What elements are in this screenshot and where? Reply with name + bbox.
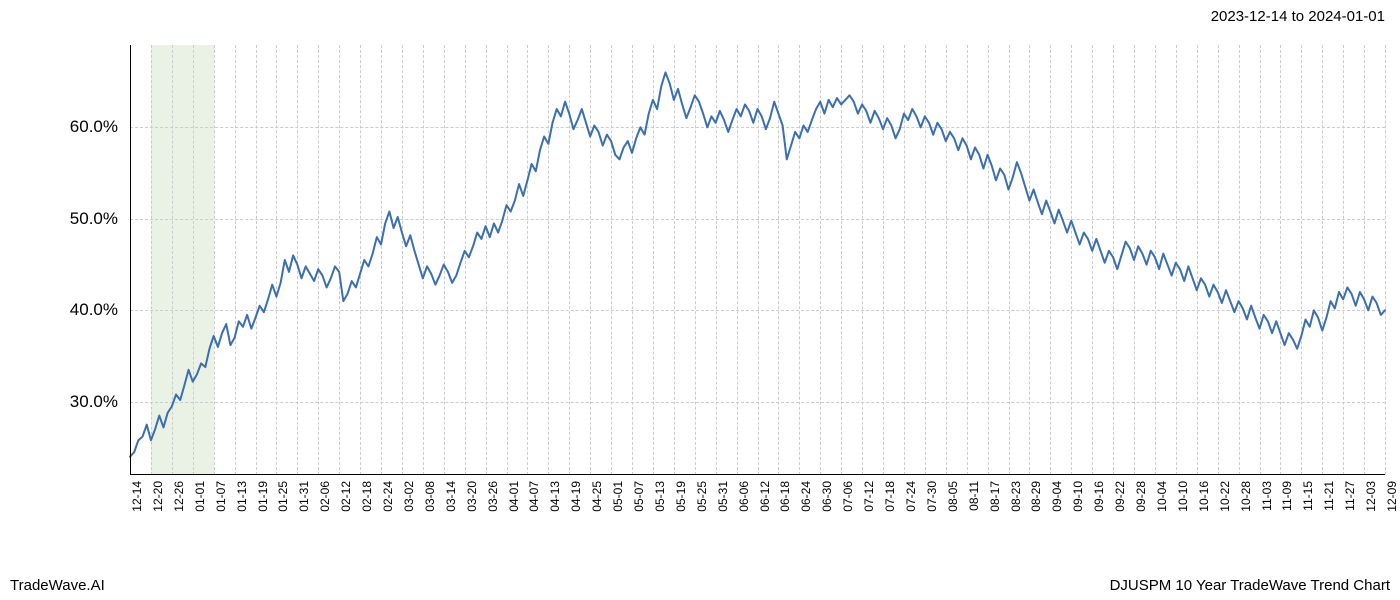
x-tick-label: 05-13 [653, 481, 667, 512]
brand-label: TradeWave.AI [10, 577, 105, 594]
x-tick-label: 04-01 [507, 481, 521, 512]
x-tick-label: 08-23 [1009, 481, 1023, 512]
x-tick-label: 04-13 [548, 481, 562, 512]
x-tick-label: 02-24 [381, 481, 395, 512]
x-tick-label: 06-24 [799, 481, 813, 512]
x-tick-label: 03-20 [465, 481, 479, 512]
x-tick-label: 03-26 [486, 481, 500, 512]
x-tick-label: 09-16 [1092, 481, 1106, 512]
x-tick-label: 07-30 [925, 481, 939, 512]
x-tick-label: 07-12 [862, 481, 876, 512]
x-tick-label: 10-16 [1197, 481, 1211, 512]
x-tick-label: 02-06 [318, 481, 332, 512]
date-range-label: 2023-12-14 to 2024-01-01 [1211, 8, 1385, 25]
x-tick-label: 01-13 [235, 481, 249, 512]
x-tick-label: 05-25 [695, 481, 709, 512]
x-tick-label: 11-21 [1322, 481, 1336, 511]
x-tick-label: 08-05 [946, 481, 960, 512]
x-tick-label: 04-07 [527, 481, 541, 512]
x-tick-label: 12-03 [1364, 481, 1378, 512]
x-tick-label: 07-06 [841, 481, 855, 512]
y-tick-label: 30.0% [70, 392, 118, 412]
x-tick-label: 01-07 [214, 481, 228, 512]
x-tick-label: 01-25 [276, 481, 290, 512]
x-tick-label: 03-02 [402, 481, 416, 512]
x-tick-label: 09-04 [1050, 481, 1064, 512]
x-tick-label: 12-14 [130, 481, 144, 512]
x-tick-label: 10-10 [1176, 481, 1190, 512]
x-tick-label: 09-10 [1071, 481, 1085, 512]
x-tick-label: 04-19 [569, 481, 583, 512]
x-tick-label: 09-28 [1134, 481, 1148, 512]
x-tick-label: 04-25 [590, 481, 604, 512]
x-tick-label: 03-08 [423, 481, 437, 512]
x-tick-label: 05-01 [611, 481, 625, 512]
y-tick-label: 50.0% [70, 209, 118, 229]
axis-border [130, 45, 1385, 475]
x-tick-label: 06-12 [758, 481, 772, 512]
x-tick-label: 05-31 [716, 481, 730, 512]
y-tick-label: 40.0% [70, 300, 118, 320]
y-tick-label: 60.0% [70, 117, 118, 137]
x-tick-label: 05-07 [632, 481, 646, 512]
x-tick-label: 07-24 [904, 481, 918, 512]
chart-plot-area: 30.0%40.0%50.0%60.0% 12-1412-2012-2601-0… [130, 45, 1385, 475]
chart-title: DJUSPM 10 Year TradeWave Trend Chart [1110, 577, 1390, 594]
x-tick-label: 06-18 [778, 481, 792, 512]
x-tick-label: 11-15 [1301, 481, 1315, 511]
x-tick-label: 11-09 [1280, 481, 1294, 511]
x-tick-label: 11-27 [1343, 481, 1357, 511]
x-tick-label: 09-22 [1113, 481, 1127, 512]
x-tick-label: 07-18 [883, 481, 897, 512]
x-tick-label: 12-26 [172, 481, 186, 512]
x-tick-label: 11-03 [1260, 481, 1274, 511]
x-tick-label: 03-14 [444, 481, 458, 512]
x-tick-label: 01-31 [297, 481, 311, 512]
x-tick-label: 08-17 [988, 481, 1002, 512]
x-tick-label: 05-19 [674, 481, 688, 512]
x-tick-label: 10-04 [1155, 481, 1169, 512]
x-tick-label: 02-18 [360, 481, 374, 512]
x-tick-label: 06-30 [820, 481, 834, 512]
x-tick-label: 01-01 [193, 481, 207, 512]
x-tick-label: 01-19 [256, 481, 270, 512]
x-tick-label: 10-28 [1239, 481, 1253, 512]
x-tick-label: 06-06 [737, 481, 751, 512]
x-tick-label: 08-11 [967, 481, 981, 511]
x-tick-label: 10-22 [1218, 481, 1232, 512]
x-tick-label: 08-29 [1029, 481, 1043, 512]
x-tick-label: 02-12 [339, 481, 353, 512]
x-tick-label: 12-20 [151, 481, 165, 512]
x-tick-label: 12-09 [1385, 481, 1399, 512]
